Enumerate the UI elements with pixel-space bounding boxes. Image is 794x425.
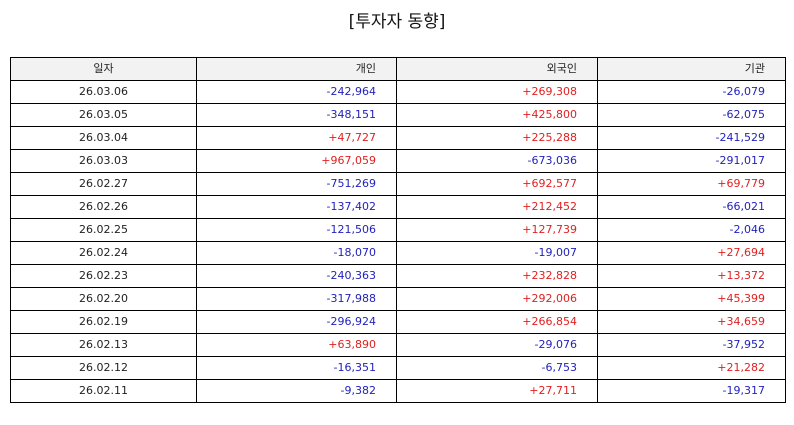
date-cell: 26.02.24 [10, 241, 197, 265]
individual-cell: -317,988 [196, 287, 397, 311]
table-row: 26.02.12 -16,351 -6,753 +21,282 [10, 356, 786, 380]
foreign-cell: +232,828 [396, 264, 598, 288]
institution-cell: -26,079 [597, 80, 786, 104]
date-cell: 26.03.03 [10, 149, 197, 173]
foreign-cell: +127,739 [396, 218, 598, 242]
institution-cell: +34,659 [597, 310, 786, 334]
table-row: 26.02.23 -240,363 +232,828 +13,372 [10, 264, 786, 288]
foreign-cell: +692,577 [396, 172, 598, 196]
individual-cell: -16,351 [196, 356, 397, 380]
institution-cell: +45,399 [597, 287, 786, 311]
table-row: 26.02.11 -9,382 +27,711 -19,317 [10, 379, 786, 403]
individual-cell: -9,382 [196, 379, 397, 403]
date-cell: 26.02.13 [10, 333, 197, 357]
foreign-cell: +212,452 [396, 195, 598, 219]
individual-cell: -242,964 [196, 80, 397, 104]
foreign-cell: +269,308 [396, 80, 598, 104]
date-cell: 26.03.05 [10, 103, 197, 127]
institution-cell: -37,952 [597, 333, 786, 357]
individual-cell: +47,727 [196, 126, 397, 150]
individual-cell: -18,070 [196, 241, 397, 265]
date-cell: 26.03.06 [10, 80, 197, 104]
table-row: 26.03.06 -242,964 +269,308 -26,079 [10, 80, 786, 104]
foreign-cell: +292,006 [396, 287, 598, 311]
table-row: 26.03.04 +47,727 +225,288 -241,529 [10, 126, 786, 150]
table-row: 26.02.20 -317,988 +292,006 +45,399 [10, 287, 786, 311]
individual-cell: +967,059 [196, 149, 397, 173]
institution-cell: +13,372 [597, 264, 786, 288]
institution-cell: -62,075 [597, 103, 786, 127]
table-row: 26.02.27 -751,269 +692,577 +69,779 [10, 172, 786, 196]
foreign-cell: +27,711 [396, 379, 598, 403]
foreign-cell: +266,854 [396, 310, 598, 334]
foreign-cell: +225,288 [396, 126, 598, 150]
date-cell: 26.02.20 [10, 287, 197, 311]
header-institution: 기관 [597, 57, 786, 81]
date-cell: 26.02.25 [10, 218, 197, 242]
table-header-row: 일자 개인 외국인 기관 [10, 57, 786, 81]
institution-cell: +27,694 [597, 241, 786, 265]
page-title: [투자자 동향] [348, 12, 446, 32]
date-cell: 26.03.04 [10, 126, 197, 150]
foreign-cell: +425,800 [396, 103, 598, 127]
table-row: 26.02.24 -18,070 -19,007 +27,694 [10, 241, 786, 265]
date-cell: 26.02.12 [10, 356, 197, 380]
table-row: 26.02.19 -296,924 +266,854 +34,659 [10, 310, 786, 334]
table-row: 26.03.03 +967,059 -673,036 -291,017 [10, 149, 786, 173]
date-cell: 26.02.11 [10, 379, 197, 403]
table-row: 26.03.05 -348,151 +425,800 -62,075 [10, 103, 786, 127]
individual-cell: -137,402 [196, 195, 397, 219]
individual-cell: +63,890 [196, 333, 397, 357]
investor-trend-table: 일자 개인 외국인 기관 26.03.06 -242,964 +269,308 -26… [10, 57, 786, 403]
date-cell: 26.02.19 [10, 310, 197, 334]
foreign-cell: -6,753 [396, 356, 598, 380]
individual-cell: -240,363 [196, 264, 397, 288]
foreign-cell: -29,076 [396, 333, 598, 357]
foreign-cell: -19,007 [396, 241, 598, 265]
table-row: 26.02.26 -137,402 +212,452 -66,021 [10, 195, 786, 219]
header-date: 일자 [10, 57, 197, 81]
individual-cell: -121,506 [196, 218, 397, 242]
date-cell: 26.02.23 [10, 264, 197, 288]
institution-cell: -241,529 [597, 126, 786, 150]
table-row: 26.02.25 -121,506 +127,739 -2,046 [10, 218, 786, 242]
date-cell: 26.02.27 [10, 172, 197, 196]
table-body: 26.03.06 -242,964 +269,308 -26,079 26.03.05-… [10, 80, 786, 403]
institution-cell: +21,282 [597, 356, 786, 380]
date-cell: 26.02.26 [10, 195, 197, 219]
table-row: 26.02.13 +63,890 -29,076 -37,952 [10, 333, 786, 357]
institution-cell: -2,046 [597, 218, 786, 242]
institution-cell: -19,317 [597, 379, 786, 403]
individual-cell: -296,924 [196, 310, 397, 334]
individual-cell: -751,269 [196, 172, 397, 196]
header-individual: 개인 [196, 57, 397, 81]
header-foreign: 외국인 [396, 57, 598, 81]
foreign-cell: -673,036 [396, 149, 598, 173]
institution-cell: +69,779 [597, 172, 786, 196]
institution-cell: -66,021 [597, 195, 786, 219]
institution-cell: -291,017 [597, 149, 786, 173]
individual-cell: -348,151 [196, 103, 397, 127]
